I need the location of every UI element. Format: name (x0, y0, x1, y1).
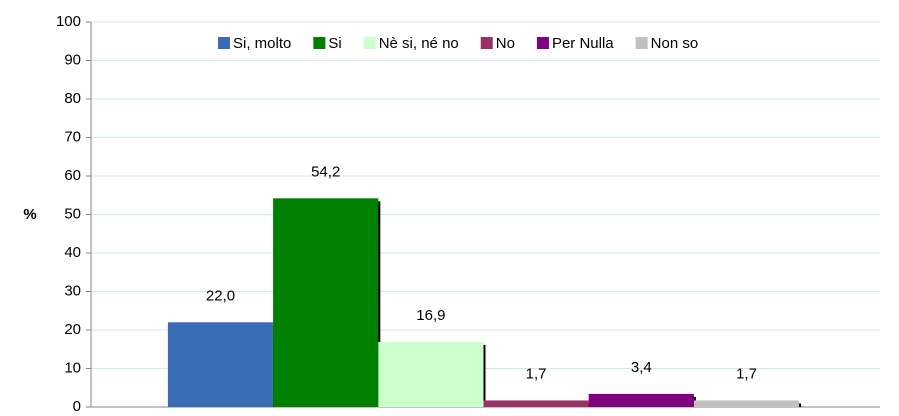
y-tick-label: 60 (64, 167, 81, 184)
bar (693, 400, 800, 407)
legend-label: Non so (651, 35, 699, 52)
legend-label: Nè si, né no (379, 35, 459, 52)
y-tick-label: 70 (64, 128, 81, 145)
legend-swatch (635, 37, 648, 49)
y-tick-label: 80 (64, 90, 81, 107)
bar-shadow (798, 403, 802, 407)
y-tick-label: 100 (56, 13, 81, 30)
data-label: 16,9 (416, 307, 445, 324)
legend-swatch (480, 37, 493, 49)
legend-swatch (363, 37, 376, 49)
data-label: 54,2 (311, 163, 340, 180)
y-tick-label: 10 (64, 359, 81, 376)
bar (378, 341, 484, 407)
bar (588, 393, 694, 407)
legend-swatch (313, 37, 326, 49)
legend-label: Si (328, 35, 341, 52)
bar (273, 198, 379, 407)
data-label: 3,4 (631, 359, 652, 376)
y-tick-label: 0 (73, 398, 81, 411)
legend-swatch (536, 37, 549, 49)
legend-label: Si, molto (233, 35, 291, 52)
legend-label: No (496, 35, 515, 52)
bar (167, 322, 274, 407)
legend-swatch (218, 37, 230, 49)
data-label: 22,0 (206, 287, 235, 304)
bar (483, 400, 589, 407)
bar-shadow (377, 201, 381, 407)
y-tick-label: 50 (64, 205, 81, 222)
bar-shadow (482, 344, 486, 407)
y-tick-label: 20 (64, 321, 81, 338)
y-tick-label: 30 (64, 282, 81, 299)
data-label: 1,7 (736, 365, 757, 382)
legend-label: Per Nulla (552, 35, 614, 52)
data-label: 1,7 (526, 365, 547, 382)
y-axis-label: % (23, 206, 36, 223)
y-tick-label: 90 (64, 51, 81, 68)
y-tick-label: 40 (64, 244, 81, 261)
